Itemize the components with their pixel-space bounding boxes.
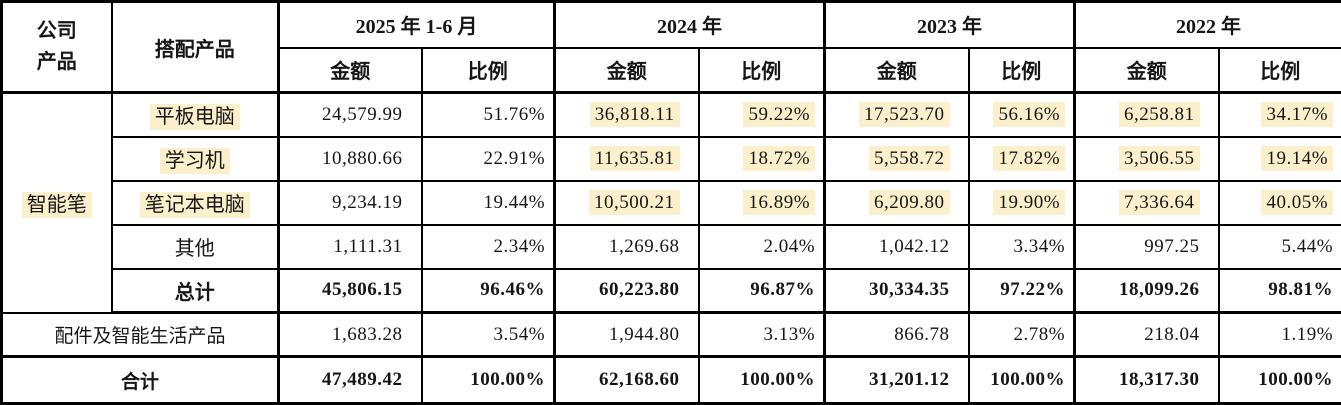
amount-cell: 1,042.12 — [823, 223, 970, 270]
header-period-2024: 2024 年 — [553, 0, 826, 49]
paired-product-cell: 学习机 — [110, 135, 280, 182]
amount-cell: 17,523.70 — [823, 91, 970, 138]
header-period-2025: 2025 年 1-6 月 — [276, 0, 556, 49]
header-ratio-2022: 比例 — [1217, 46, 1341, 94]
header-company-product-line2: 产品 — [36, 51, 77, 73]
amount-cell: 7,336.64 — [1073, 179, 1220, 226]
amount-cell: 9,234.19 — [277, 179, 423, 226]
ratio-cell: 96.87% — [697, 267, 826, 314]
amount-cell: 1,111.31 — [277, 223, 423, 270]
amount-cell: 1,269.68 — [553, 223, 700, 270]
header-ratio-2024: 比例 — [697, 46, 826, 94]
ratio-cell: 2.04% — [697, 223, 826, 270]
company-product-cell: 智能笔 — [0, 91, 113, 314]
ratio-cell: 1.19% — [1217, 311, 1341, 358]
paired-product-cell: 平板电脑 — [110, 91, 280, 138]
header-amount-2024: 金额 — [553, 46, 700, 94]
table-row-learning-machine: 学习机 10,880.66 22.91% 11,635.81 18.72% 5,… — [2, 135, 1341, 182]
header-paired-product: 搭配产品 — [110, 0, 280, 94]
table-row-accessories: 配件及智能生活产品 1,683.28 3.54% 1,944.80 3.13% … — [0, 311, 1341, 358]
header-period-2023: 2023 年 — [823, 0, 1076, 49]
ratio-cell: 96.46% — [420, 267, 556, 314]
header-amount-2022: 金额 — [1073, 46, 1220, 94]
subtotal-label-cell: 总计 — [110, 267, 280, 314]
amount-cell: 45,806.15 — [277, 267, 423, 314]
header-company-product: 公司 产品 — [0, 0, 113, 94]
ratio-cell: 22.91% — [420, 135, 556, 182]
ratio-cell: 19.14% — [1217, 135, 1341, 182]
ratio-cell: 16.89% — [697, 179, 826, 226]
amount-cell: 62,168.60 — [553, 355, 700, 405]
ratio-cell: 51.76% — [420, 91, 556, 138]
amount-cell: 10,880.66 — [277, 135, 423, 182]
ratio-cell: 34.17% — [1217, 91, 1341, 138]
ratio-cell: 19.90% — [967, 179, 1076, 226]
ratio-cell: 3.13% — [697, 311, 826, 358]
ratio-cell: 17.82% — [967, 135, 1076, 182]
table-row-grand-total: 合计 47,489.42 100.00% 62,168.60 100.00% 3… — [0, 355, 1341, 405]
header-amount-2023: 金额 — [823, 46, 970, 94]
ratio-cell: 100.00% — [697, 355, 826, 405]
amount-cell: 31,201.12 — [823, 355, 970, 405]
ratio-cell: 2.78% — [967, 311, 1076, 358]
ratio-cell: 5.44% — [1217, 223, 1341, 270]
header-row-periods: 公司 产品 搭配产品 2025 年 1-6 月 2024 年 2023 年 20… — [0, 0, 1341, 94]
amount-cell: 218.04 — [1073, 311, 1220, 358]
amount-cell: 18,317.30 — [1073, 355, 1220, 405]
amount-cell: 10,500.21 — [553, 179, 700, 226]
amount-cell: 47,489.42 — [277, 355, 423, 405]
grand-total-label-cell: 合计 — [0, 355, 280, 405]
ratio-cell: 97.22% — [967, 267, 1076, 314]
amount-cell: 24,579.99 — [277, 91, 423, 138]
amount-cell: 18,099.26 — [1073, 267, 1220, 314]
amount-cell: 6,258.81 — [1073, 91, 1220, 138]
header-amount-2025: 金额 — [277, 46, 423, 94]
table-row-subtotal: 总计 45,806.15 96.46% 60,223.80 96.87% 30,… — [2, 267, 1341, 314]
ratio-cell: 2.34% — [420, 223, 556, 270]
ratio-cell: 98.81% — [1217, 267, 1341, 314]
header-company-product-line1: 公司 — [36, 20, 77, 42]
header-ratio-2023: 比例 — [967, 46, 1076, 94]
amount-cell: 30,334.35 — [823, 267, 970, 314]
ratio-cell: 3.34% — [967, 223, 1076, 270]
header-row-metrics: 金额 比例 金额 比例 金额 比例 金额 比例 — [2, 46, 1341, 94]
amount-cell: 3,506.55 — [1073, 135, 1220, 182]
ratio-cell: 100.00% — [420, 355, 556, 405]
ratio-cell: 56.16% — [967, 91, 1076, 138]
amount-cell: 11,635.81 — [553, 135, 700, 182]
amount-cell: 5,558.72 — [823, 135, 970, 182]
amount-cell: 1,944.80 — [553, 311, 700, 358]
table-row-laptop: 笔记本电脑 9,234.19 19.44% 10,500.21 16.89% 6… — [2, 179, 1341, 226]
table-row-other: 其他 1,111.31 2.34% 1,269.68 2.04% 1,042.1… — [2, 223, 1341, 270]
ratio-cell: 100.00% — [1217, 355, 1341, 405]
ratio-cell: 3.54% — [420, 311, 556, 358]
ratio-cell: 19.44% — [420, 179, 556, 226]
ratio-cell: 18.72% — [697, 135, 826, 182]
ratio-cell: 59.22% — [697, 91, 826, 138]
amount-cell: 6,209.80 — [823, 179, 970, 226]
amount-cell: 60,223.80 — [553, 267, 700, 314]
amount-cell: 36,818.11 — [553, 91, 700, 138]
table-row-tablet: 智能笔 平板电脑 24,579.99 51.76% 36,818.11 59.2… — [0, 91, 1341, 314]
accessories-label-cell: 配件及智能生活产品 — [0, 311, 280, 358]
amount-cell: 997.25 — [1073, 223, 1220, 270]
paired-product-cell: 其他 — [110, 223, 280, 270]
header-period-2022: 2022 年 — [1073, 0, 1341, 49]
ratio-cell: 40.05% — [1217, 179, 1341, 226]
amount-cell: 1,683.28 — [277, 311, 423, 358]
company-product-label: 智能笔 — [21, 192, 92, 219]
amount-cell: 866.78 — [823, 311, 970, 358]
paired-product-cell: 笔记本电脑 — [110, 179, 280, 226]
header-ratio-2025: 比例 — [420, 46, 556, 94]
ratio-cell: 100.00% — [967, 355, 1076, 405]
